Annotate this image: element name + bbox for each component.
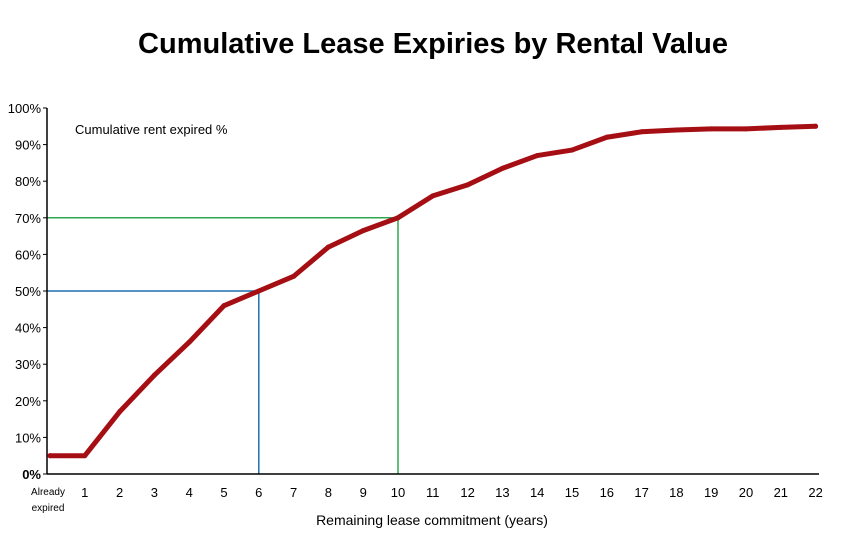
- x-tick-label: 18: [669, 485, 683, 500]
- x-tick-label: 6: [255, 485, 262, 500]
- x-tick-label: 15: [565, 485, 579, 500]
- data-point: [360, 228, 366, 234]
- x-tick-label: Already: [31, 487, 65, 498]
- x-tick-label: 8: [325, 485, 332, 500]
- y-axis-ticks: 0% 10% 20% 30% 40% 50% 60% 70% 80% 90% 100%: [8, 101, 47, 482]
- y-tick-label: 90%: [15, 138, 41, 153]
- y-tick-label: 100%: [8, 101, 42, 116]
- data-point: [778, 124, 784, 130]
- x-tick-label: 4: [186, 485, 193, 500]
- y-tick-label: 30%: [15, 357, 41, 372]
- reference-lines: [47, 217, 399, 474]
- data-point: [673, 127, 679, 133]
- x-axis-label: Remaining lease commitment (years): [316, 512, 548, 528]
- x-tick-label-line2: expired: [32, 503, 65, 514]
- x-tick-label: 12: [460, 485, 474, 500]
- data-point: [639, 129, 645, 135]
- y-tick-label: 60%: [15, 247, 41, 262]
- x-tick-label: 1: [81, 485, 88, 500]
- x-tick-label: 13: [495, 485, 509, 500]
- x-tick-label: 20: [739, 485, 753, 500]
- data-point: [430, 193, 436, 199]
- y-tick-label: 20%: [15, 394, 41, 409]
- data-point: [47, 453, 53, 459]
- data-point: [465, 182, 471, 188]
- data-point: [117, 409, 123, 415]
- data-point: [395, 215, 401, 221]
- data-point: [743, 126, 749, 132]
- x-tick-label: 9: [360, 485, 367, 500]
- x-tick-label: 14: [530, 485, 544, 500]
- data-point: [325, 244, 331, 250]
- data-point: [291, 273, 297, 279]
- data-point: [604, 134, 610, 140]
- x-tick-label: 10: [391, 485, 405, 500]
- data-point: [534, 153, 540, 159]
- data-point: [186, 339, 192, 345]
- x-tick-label: 19: [704, 485, 718, 500]
- x-tick-label: 21: [774, 485, 788, 500]
- data-point: [499, 165, 505, 171]
- x-tick-label: 22: [808, 485, 822, 500]
- x-tick-label: 17: [634, 485, 648, 500]
- data-point: [221, 303, 227, 309]
- x-tick-label: 7: [290, 485, 297, 500]
- data-point: [82, 453, 88, 459]
- data-point: [256, 288, 262, 294]
- series-layer: [47, 123, 819, 459]
- y-tick-label: 50%: [15, 284, 41, 299]
- data-point: [708, 126, 714, 132]
- y-tick-label: 10%: [15, 430, 41, 445]
- x-tick-label: 16: [600, 485, 614, 500]
- y-tick-label: 80%: [15, 174, 41, 189]
- data-point: [569, 147, 575, 153]
- data-point: [151, 372, 157, 378]
- x-tick-label: 11: [426, 485, 440, 500]
- x-tick-label: 5: [220, 485, 227, 500]
- x-tick-label: 3: [151, 485, 158, 500]
- y-tick-label: 0%: [22, 467, 41, 482]
- data-point: [813, 123, 819, 129]
- chart-annotation: Cumulative rent expired %: [75, 122, 228, 137]
- chart-title: Cumulative Lease Expiries by Rental Valu…: [138, 28, 728, 60]
- y-tick-label: 70%: [15, 211, 41, 226]
- x-tick-label: 2: [116, 485, 123, 500]
- y-tick-label: 40%: [15, 321, 41, 336]
